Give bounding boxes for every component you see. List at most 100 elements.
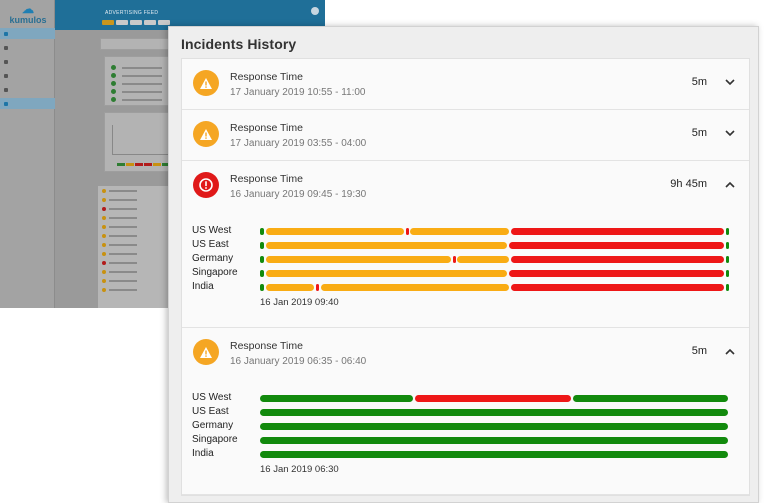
status-bar-critical [316, 284, 320, 291]
timeline-start-label: 16 Jan 2019 06:30 [260, 464, 339, 475]
region-label: India [192, 448, 214, 459]
incident-time-range: 17 January 2019 03:55 - 04:00 [230, 138, 367, 149]
status-bar-warning [410, 228, 510, 235]
background-nav-item [0, 84, 55, 95]
background-incident-list [98, 186, 168, 308]
background-nav-item [0, 56, 55, 67]
timeline-start-label: 16 Jan 2019 09:40 [260, 297, 339, 308]
warning-icon-glyph [200, 77, 212, 89]
incident-item: Response Time 16 January 2019 06:35 - 06:… [182, 328, 749, 495]
status-bar-ok [726, 284, 730, 291]
incident-item: Response Time 17 January 2019 10:55 - 11:… [182, 59, 749, 110]
incident-item: Response Time 16 January 2019 09:45 - 19:… [182, 161, 749, 328]
incident-duration: 5m [691, 76, 707, 88]
incidents-history-panel: Incidents History Response Time 17 Januar… [168, 26, 759, 503]
region-label: US West [192, 225, 232, 236]
background-tabs [102, 20, 170, 25]
status-bar-ok [260, 256, 264, 263]
status-bar-critical [511, 256, 725, 263]
status-bar-ok [260, 395, 414, 402]
status-bar-warning [457, 256, 510, 263]
background-settings-icon [311, 7, 319, 15]
incident-header[interactable]: Response Time 16 January 2019 09:45 - 19:… [182, 161, 749, 211]
warning-icon [193, 70, 219, 96]
background-nav-item [0, 28, 55, 39]
incident-time-range: 16 January 2019 06:35 - 06:40 [230, 356, 367, 367]
status-bar-critical [415, 395, 571, 402]
background-header: ADVERTISING FEED [55, 0, 325, 30]
incident-list: Response Time 17 January 2019 10:55 - 11:… [181, 58, 750, 496]
incident-duration: 5m [691, 345, 707, 357]
region-label: US East [192, 406, 229, 417]
incident-duration: 5m [691, 127, 707, 139]
status-bar-warning [265, 242, 508, 249]
warning-icon-glyph [200, 128, 212, 140]
background-header-title: ADVERTISING FEED [105, 10, 159, 16]
status-bar-critical [509, 270, 725, 277]
alert-circle-icon [193, 172, 219, 198]
status-bar-critical [511, 284, 725, 291]
status-bar-ok [726, 242, 730, 249]
region-row: Germany [192, 420, 732, 432]
status-bar-warning [265, 284, 315, 291]
status-bar-ok [260, 423, 728, 430]
region-row: US East [192, 406, 732, 418]
status-bar-ok [260, 284, 264, 291]
chevron-down-icon[interactable] [725, 128, 735, 138]
status-bar-ok [260, 242, 264, 249]
background-nav-item [0, 98, 55, 109]
region-row: India [192, 281, 732, 293]
panel-title: Incidents History [181, 36, 297, 52]
region-label: India [192, 281, 214, 292]
incident-title: Response Time [230, 173, 303, 185]
region-label: Singapore [192, 434, 238, 445]
incident-title: Response Time [230, 122, 303, 134]
alert-circle-icon-glyph [199, 178, 213, 192]
status-bar-warning [321, 284, 510, 291]
region-label: US East [192, 239, 229, 250]
status-bar-warning [265, 228, 404, 235]
incident-detail-timeline: US West US East Germany Singapore India 16 Ja… [182, 211, 749, 327]
status-bar-ok [726, 228, 730, 235]
incident-time-range: 17 January 2019 10:55 - 11:00 [230, 87, 366, 98]
status-bar-warning [265, 270, 508, 277]
incident-time-range: 16 January 2019 09:45 - 19:30 [230, 189, 367, 200]
status-bar-critical [511, 228, 725, 235]
background-nav-item [0, 42, 55, 53]
kumulos-logo: ☁ kumulos [9, 2, 47, 25]
region-label: Germany [192, 420, 234, 431]
warning-icon [193, 339, 219, 365]
background-nav [0, 28, 55, 112]
region-row: US West [192, 392, 732, 404]
status-bar-warning [265, 256, 451, 263]
background-sidebar: ☁ kumulos [0, 0, 55, 308]
chevron-up-icon[interactable] [725, 346, 735, 356]
incident-item: Response Time 17 January 2019 03:55 - 04:… [182, 110, 749, 161]
incident-header[interactable]: Response Time 17 January 2019 03:55 - 04:… [182, 110, 749, 160]
status-bar-ok [260, 270, 264, 277]
status-bar-critical [509, 242, 725, 249]
status-bar-ok [726, 256, 730, 263]
status-bar-ok [260, 437, 728, 444]
region-row: Germany [192, 253, 732, 265]
incident-header[interactable]: Response Time 17 January 2019 10:55 - 11:… [182, 59, 749, 109]
region-row: Singapore [192, 267, 732, 279]
background-chart [112, 125, 172, 155]
warning-icon [193, 121, 219, 147]
region-label: Singapore [192, 267, 238, 278]
status-bar-ok [572, 395, 728, 402]
region-label: US West [192, 392, 232, 403]
incident-header[interactable]: Response Time 16 January 2019 06:35 - 06:… [182, 328, 749, 378]
status-bar-ok [260, 409, 728, 416]
chevron-down-icon[interactable] [725, 77, 735, 87]
region-label: Germany [192, 253, 234, 264]
region-row: US East [192, 239, 732, 251]
background-nav-item [0, 70, 55, 81]
chevron-up-icon[interactable] [725, 179, 735, 189]
status-bar-ok [260, 451, 728, 458]
warning-icon-glyph [200, 346, 212, 358]
status-bar-critical [452, 256, 456, 263]
region-row: Singapore [192, 434, 732, 446]
incident-title: Response Time [230, 340, 303, 352]
background-status-strip [117, 163, 170, 166]
